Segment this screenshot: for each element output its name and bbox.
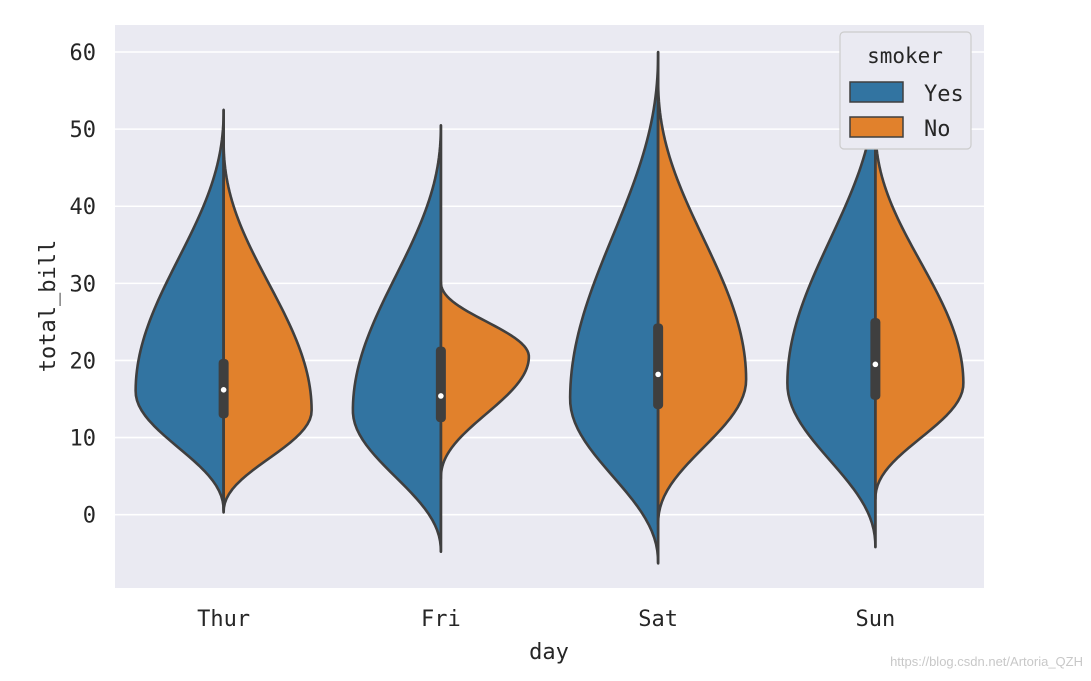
y-tick-20: 20 [70,349,97,374]
watermark: https://blog.csdn.net/Artoria_QZH [890,654,1083,669]
legend-swatch-yes [849,81,904,103]
legend-title: smoker [867,44,943,68]
violin-fri-no [439,280,531,480]
y-tick-labels: 0 10 20 30 40 50 60 [70,41,97,529]
x-tick-sat: Sat [638,607,678,632]
x-tick-sun: Sun [856,607,896,632]
x-tick-thur: Thur [197,607,250,632]
x-axis-label: day [529,640,569,665]
legend: smoker Yes No [839,31,972,150]
violin-fri-yes [351,123,443,554]
y-axis-label: total_bill [36,240,61,372]
median-dot-sun [872,361,879,368]
median-dot-fri [438,393,444,399]
iqr-box-fri [435,346,446,423]
violins [134,50,965,565]
y-tick-40: 40 [70,195,97,220]
violin-thur-no [222,139,313,514]
y-tick-30: 30 [70,272,97,297]
median-dot-sat [655,371,661,378]
violin-sun-no [874,123,965,501]
y-tick-10: 10 [70,427,97,452]
violin-sat-no [656,77,748,526]
violin-thur-yes [134,108,225,513]
y-tick-0: 0 [83,504,96,529]
legend-label-no: No [924,117,951,142]
legend-swatch-no [849,116,904,138]
y-tick-50: 50 [70,118,97,143]
iqr-box-sun [870,318,881,400]
x-tick-labels: Thur Fri Sat Sun [197,607,895,632]
violin-sat-yes [568,50,660,565]
legend-label-yes: Yes [924,82,964,107]
x-tick-fri: Fri [421,607,461,632]
median-dot-thur [220,386,227,393]
iqr-box-sat [653,323,664,410]
y-tick-60: 60 [70,41,97,66]
